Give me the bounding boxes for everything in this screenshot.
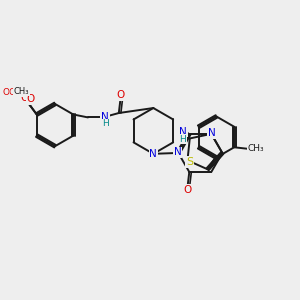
Text: S: S bbox=[186, 157, 194, 167]
Text: O: O bbox=[184, 185, 192, 195]
Text: O: O bbox=[27, 94, 35, 104]
Text: H: H bbox=[102, 119, 108, 128]
Text: N: N bbox=[208, 128, 216, 138]
Text: N: N bbox=[179, 127, 187, 136]
Text: O: O bbox=[116, 90, 124, 100]
Text: N: N bbox=[149, 149, 157, 159]
Text: N: N bbox=[174, 147, 182, 157]
Text: N: N bbox=[101, 112, 109, 122]
Text: O: O bbox=[21, 93, 29, 103]
Text: CH₃: CH₃ bbox=[14, 86, 29, 95]
Text: CH₃: CH₃ bbox=[247, 144, 264, 153]
Text: H: H bbox=[179, 135, 186, 144]
Text: OCH₃: OCH₃ bbox=[3, 88, 26, 97]
